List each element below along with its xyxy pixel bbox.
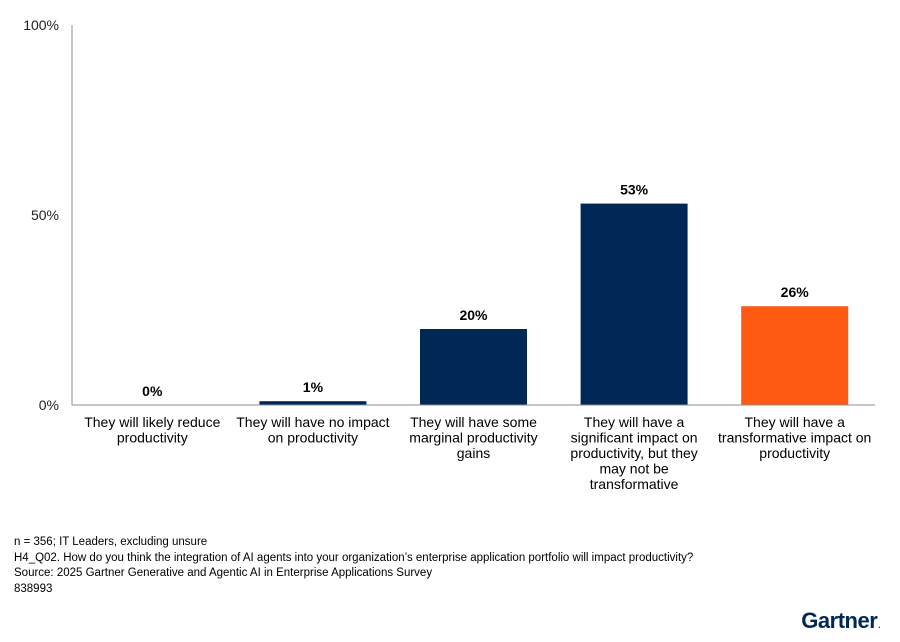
- bar: [420, 329, 527, 405]
- x-tick-label: They will have no impact on productivity: [236, 414, 389, 446]
- x-tick-label-line: transformative impact on: [718, 430, 871, 446]
- x-tick-label-line: They will have a: [745, 414, 846, 430]
- x-tick-label-line: They will likely reduce: [84, 414, 220, 430]
- bar: [741, 306, 849, 405]
- y-tick-label: 100%: [23, 17, 59, 33]
- logo-dot: .: [878, 621, 880, 630]
- data-label: 53%: [620, 182, 649, 198]
- y-tick-label: 0%: [39, 397, 59, 413]
- x-tick-label: They will have a significant impact on pro…: [570, 414, 697, 492]
- x-tick-label-line: significant impact on: [571, 430, 698, 446]
- source-note: Source: 2025 Gartner Generative and Agen…: [14, 567, 433, 579]
- gartner-logo: Gartner.: [801, 608, 880, 634]
- question-note: H4_Q02. How do you think the integration…: [14, 551, 694, 564]
- data-label: 26%: [781, 284, 810, 300]
- x-tick-label-line: transformative: [590, 476, 679, 492]
- x-tick-label-line: may not be: [599, 461, 668, 477]
- x-tick-label-line: gains: [457, 445, 490, 461]
- sample-note: n = 356; IT Leaders, excluding unsure: [14, 536, 208, 548]
- x-tick-label-line: They will have no impact: [236, 414, 389, 430]
- document-id: 838993: [14, 582, 53, 595]
- x-tick-label-line: on productivity: [268, 430, 358, 446]
- x-tick-label-line: productivity: [759, 445, 830, 461]
- x-tick-label-line: They will have a: [584, 414, 685, 430]
- bars: 0% 1% 20% 53% 26%: [142, 182, 849, 405]
- y-axis: 0% 50% 100%: [23, 17, 73, 413]
- x-tick-label-line: They will have some: [410, 414, 537, 430]
- data-label: 20%: [459, 307, 488, 323]
- x-tick-label: They will have some marginal productivity…: [409, 414, 537, 461]
- logo-text: Gartner: [801, 608, 878, 633]
- bar: [580, 203, 688, 405]
- footnotes: n = 356; IT Leaders, excluding unsure H4…: [14, 535, 693, 597]
- data-label: 0%: [142, 383, 163, 399]
- bar-chart: 0% 50% 100% 0% 1% 20% 53% 26% They will likely…: [23, 17, 875, 492]
- bar: [259, 401, 367, 405]
- x-tick-label-line: productivity: [117, 430, 188, 446]
- data-label: 1%: [303, 379, 324, 395]
- x-tick-label: They will have a transformative impact on…: [718, 414, 871, 461]
- x-tick-label-line: productivity, but they: [570, 445, 697, 461]
- x-tick-label-line: marginal productivity: [409, 430, 537, 446]
- x-tick-label: They will likely reduce productivity: [84, 414, 220, 446]
- x-axis: They will likely reduce productivityThey …: [72, 404, 875, 492]
- y-tick-label: 50%: [31, 207, 59, 223]
